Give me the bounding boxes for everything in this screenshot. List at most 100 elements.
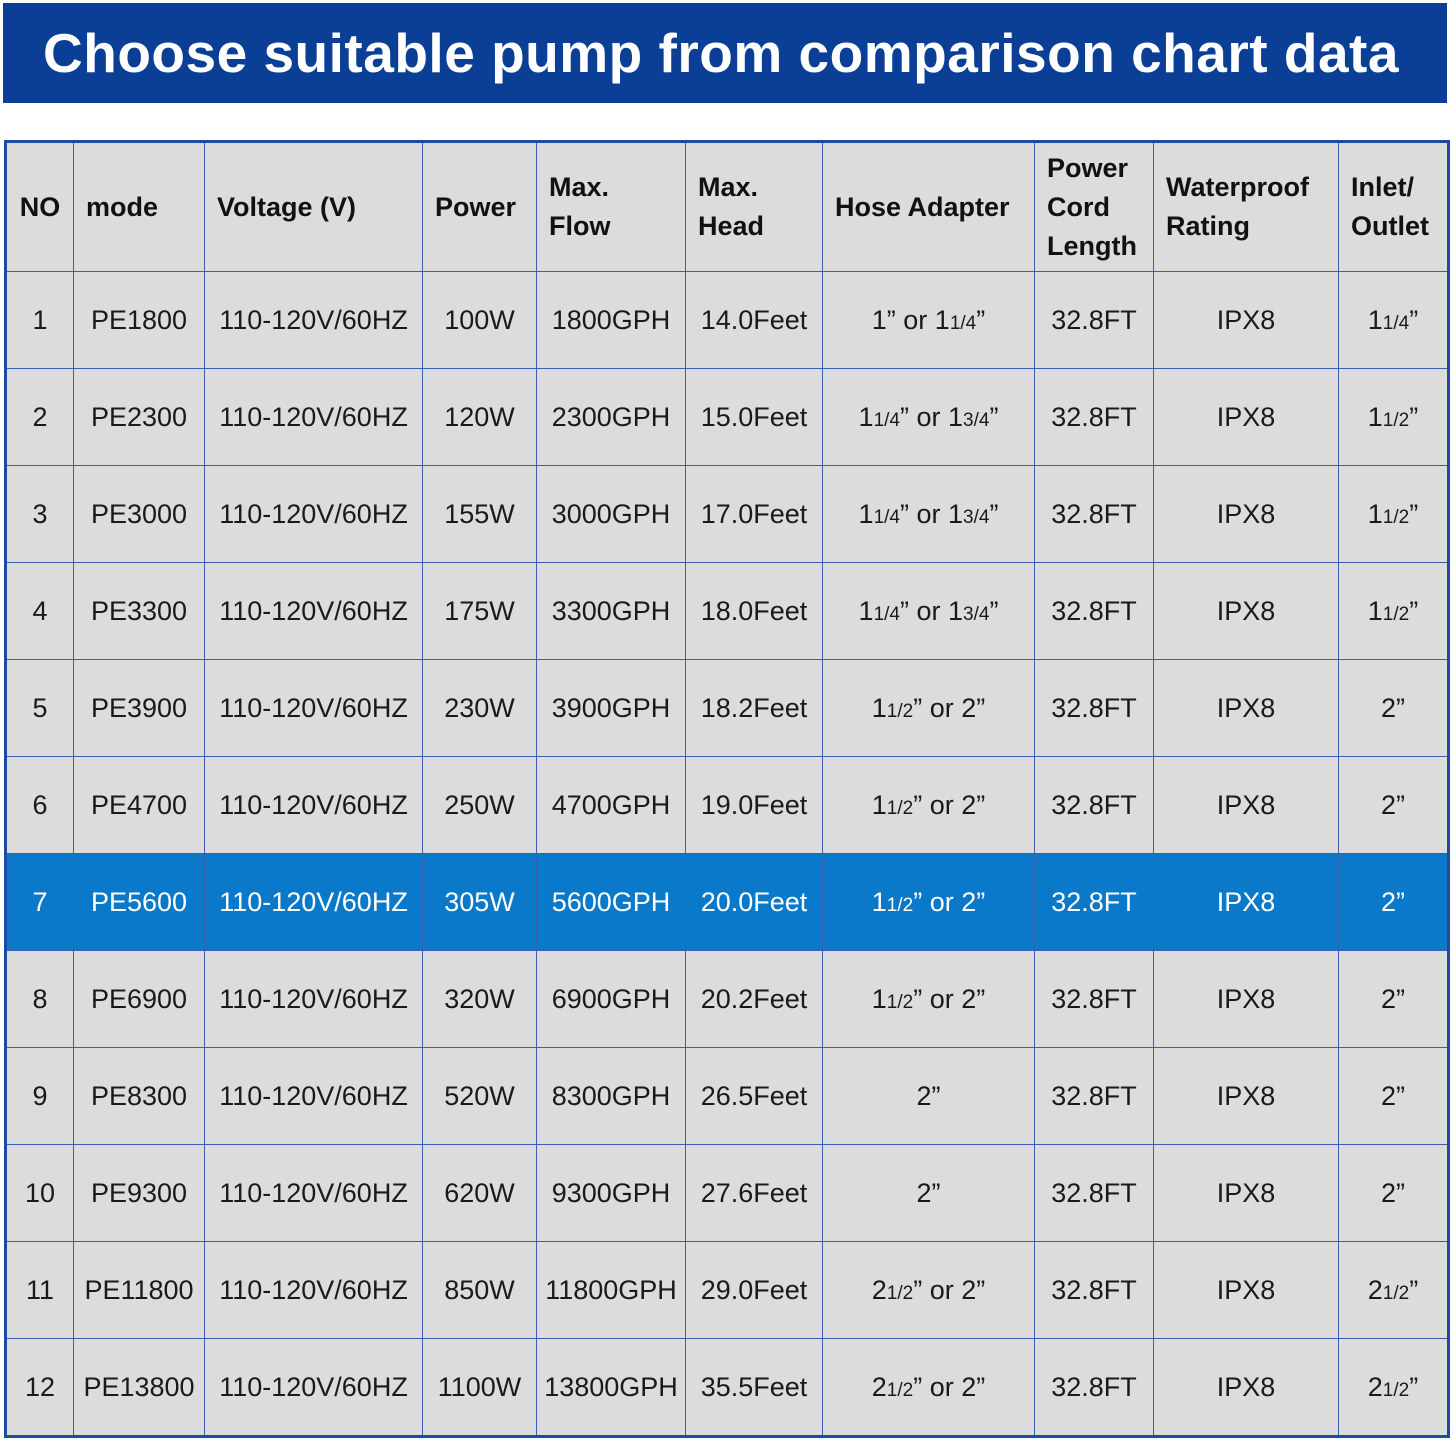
column-header: mode — [73, 141, 205, 272]
table-cell: 18.0Feet — [685, 562, 823, 660]
table-cell: PE3300 — [73, 562, 205, 660]
column-header: Waterproof Rating — [1153, 141, 1339, 272]
table-cell: PE1800 — [73, 271, 205, 369]
table-cell: 155W — [422, 465, 537, 563]
banner-title: Choose suitable pump from comparison cha… — [3, 3, 1447, 103]
table-row: 12 PE13800 110-120V/60HZ 1100W 13800GPH 35.5F… — [5, 1338, 1449, 1437]
table-cell: 32.8FT — [1034, 1241, 1154, 1339]
column-header-text: Inlet/ Outlet — [1351, 172, 1429, 241]
table-cell: IPX8 — [1153, 1241, 1339, 1339]
table-body: 1 PE1800 110-120V/60HZ 100W 1800GPH 14.0Feet 1… — [5, 271, 1449, 1437]
column-header-text: Waterproof Rating — [1166, 172, 1309, 241]
table-row: 4 PE3300 110-120V/60HZ 175W 3300GPH 18.0Feet 1… — [5, 562, 1449, 660]
table-cell: 2” — [1338, 659, 1449, 757]
table-cell: 17.0Feet — [685, 465, 823, 563]
table-row: 8 PE6900 110-120V/60HZ 320W 6900GPH 20.2Feet 1… — [5, 950, 1449, 1048]
column-header-text: Power — [435, 191, 517, 222]
table-cell: 3300GPH — [536, 562, 686, 660]
table-cell: PE6900 — [73, 950, 205, 1048]
table-cell: 5 — [5, 659, 74, 757]
table-cell: 320W — [422, 950, 537, 1048]
column-header: NO — [5, 141, 74, 272]
table-cell: 850W — [422, 1241, 537, 1339]
table-cell: 4700GPH — [536, 756, 686, 854]
table-cell: 11800GPH — [536, 1241, 686, 1339]
table-cell: 4 — [5, 562, 74, 660]
header-row: NO mode Voltage (V) Power Max. Flow Max. Head… — [5, 141, 1449, 272]
table-cell: 32.8FT — [1034, 756, 1154, 854]
table-cell: PE9300 — [73, 1144, 205, 1242]
table-cell: 2” — [1338, 1144, 1449, 1242]
table-cell: PE8300 — [73, 1047, 205, 1145]
table-cell: 2” — [1338, 1047, 1449, 1145]
table-cell: 305W — [422, 853, 537, 951]
table-cell: 11/2” or 2” — [822, 756, 1035, 854]
table-cell: 11/2” — [1338, 465, 1449, 563]
table-cell: 110-120V/60HZ — [204, 756, 423, 854]
table-cell: 32.8FT — [1034, 1047, 1154, 1145]
table-cell: IPX8 — [1153, 562, 1339, 660]
table-cell: 2 — [5, 368, 74, 466]
table-cell: 110-120V/60HZ — [204, 271, 423, 369]
table-cell: 2300GPH — [536, 368, 686, 466]
table-cell: 7 — [5, 853, 74, 951]
table-cell: 1100W — [422, 1338, 537, 1437]
table-cell: 11/2” or 2” — [822, 950, 1035, 1048]
table-cell: 110-120V/60HZ — [204, 950, 423, 1048]
column-header-text: Voltage (V) — [217, 191, 357, 222]
table-cell: 11/4” or 13/4” — [822, 465, 1035, 563]
table-cell: 1” or 11/4” — [822, 271, 1035, 369]
table-cell: 110-120V/60HZ — [204, 1241, 423, 1339]
table-cell: 11/2” — [1338, 368, 1449, 466]
table-cell: IPX8 — [1153, 853, 1339, 951]
table-cell: 26.5Feet — [685, 1047, 823, 1145]
table-cell: 11/4” or 13/4” — [822, 562, 1035, 660]
table-cell: 11/2” or 2” — [822, 659, 1035, 757]
table-cell: 11/4” or 13/4” — [822, 368, 1035, 466]
column-header-text: Power Cord Length — [1047, 152, 1137, 261]
column-header: Voltage (V) — [204, 141, 423, 272]
table-cell: 14.0Feet — [685, 271, 823, 369]
table-cell: 32.8FT — [1034, 659, 1154, 757]
table-cell: PE3900 — [73, 659, 205, 757]
table-cell: PE2300 — [73, 368, 205, 466]
table-cell: 27.6Feet — [685, 1144, 823, 1242]
table-cell: 110-120V/60HZ — [204, 1338, 423, 1437]
table-cell: 32.8FT — [1034, 950, 1154, 1048]
table-cell: 21/2” — [1338, 1241, 1449, 1339]
table-cell: 11/4” — [1338, 271, 1449, 369]
table-cell: 2” — [822, 1047, 1035, 1145]
table-cell: 11/2” — [1338, 562, 1449, 660]
table-cell: 32.8FT — [1034, 368, 1154, 466]
table-cell: IPX8 — [1153, 1338, 1339, 1437]
table-cell: 18.2Feet — [685, 659, 823, 757]
table-cell: 2” — [822, 1144, 1035, 1242]
table-row: 3 PE3000 110-120V/60HZ 155W 3000GPH 17.0Feet 1… — [5, 465, 1449, 563]
table-head: NO mode Voltage (V) Power Max. Flow Max. Head… — [5, 141, 1449, 272]
table-cell: 32.8FT — [1034, 1338, 1154, 1437]
table-cell: 12 — [5, 1338, 74, 1437]
table-cell: 110-120V/60HZ — [204, 465, 423, 563]
table-cell: 230W — [422, 659, 537, 757]
table-cell: 32.8FT — [1034, 853, 1154, 951]
table-cell: 520W — [422, 1047, 537, 1145]
table-cell: 11/2” or 2” — [822, 853, 1035, 951]
table-cell: 21/2” or 2” — [822, 1241, 1035, 1339]
table-cell: PE3000 — [73, 465, 205, 563]
table-cell: 100W — [422, 271, 537, 369]
table-cell: 32.8FT — [1034, 1144, 1154, 1242]
table-cell: 10 — [5, 1144, 74, 1242]
table-cell: 13800GPH — [536, 1338, 686, 1437]
table-cell: PE13800 — [73, 1338, 205, 1437]
table-cell: PE5600 — [73, 853, 205, 951]
table-row: 1 PE1800 110-120V/60HZ 100W 1800GPH 14.0Feet 1… — [5, 271, 1449, 369]
table-cell: 250W — [422, 756, 537, 854]
table-cell: IPX8 — [1153, 1047, 1339, 1145]
table-cell: 8 — [5, 950, 74, 1048]
column-header: Inlet/ Outlet — [1338, 141, 1449, 272]
table-cell: 9300GPH — [536, 1144, 686, 1242]
table-cell: 9 — [5, 1047, 74, 1145]
column-header: Hose Adapter — [822, 141, 1035, 272]
table-cell: 1800GPH — [536, 271, 686, 369]
